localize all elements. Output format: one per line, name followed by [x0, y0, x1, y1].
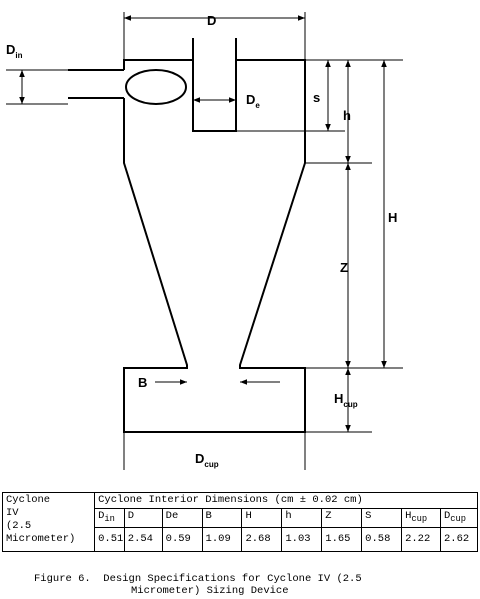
value-cell: 1.09	[201, 527, 243, 553]
label-B: B	[138, 375, 147, 390]
caption-line-2: Micrometer) Sizing Device	[131, 585, 289, 597]
label-D-e: De	[246, 92, 260, 110]
value-cell: 0.51	[94, 527, 125, 553]
value-cell: 0.59	[161, 527, 203, 553]
label-h: h	[343, 108, 351, 123]
cyclone-body-outline	[123, 59, 306, 433]
label-H-cup: Hcup	[334, 391, 358, 409]
value-cell: 1.65	[321, 527, 363, 553]
figure-caption: Figure 6. Design Specifications for Cycl…	[0, 573, 480, 597]
group-header-cell: Cyclone Interior Dimensions (cm ± 0.02 c…	[94, 492, 478, 509]
caption-line-1: Figure 6. Design Specifications for Cycl…	[34, 573, 362, 585]
value-cell: 0.58	[361, 527, 403, 553]
label-D: D	[207, 13, 216, 28]
cyclone-diagram: D Din De s h H Z B Hcup Dcup	[6, 12, 403, 470]
column-header: De	[161, 507, 203, 529]
column-header: H	[241, 507, 283, 529]
label-Z: Z	[340, 260, 348, 275]
column-header: S	[361, 507, 403, 529]
inlet-opening	[125, 69, 187, 105]
column-header: h	[281, 507, 323, 529]
column-header: Z	[321, 507, 363, 529]
column-header: B	[201, 507, 243, 529]
column-header: D	[123, 507, 163, 529]
value-cell: 2.62	[439, 527, 479, 553]
column-header: Hcup	[401, 507, 441, 529]
column-header: Dcup	[439, 507, 479, 529]
dimensions-table: Cyclone IV (2.5 Micrometer) Cyclone Inte…	[1, 491, 479, 553]
label-s: s	[313, 90, 320, 105]
label-D-cup: Dcup	[195, 451, 219, 469]
column-header: Din	[94, 507, 125, 529]
label-D-in: Din	[6, 42, 23, 60]
value-cell: 2.54	[123, 527, 163, 553]
value-cell: 1.03	[281, 527, 323, 553]
row-header-cell: Cyclone IV (2.5 Micrometer)	[1, 491, 96, 553]
value-cell: 2.68	[241, 527, 283, 553]
outlet-tube	[192, 38, 237, 132]
value-cell: 2.22	[401, 527, 441, 553]
label-H: H	[388, 210, 397, 225]
